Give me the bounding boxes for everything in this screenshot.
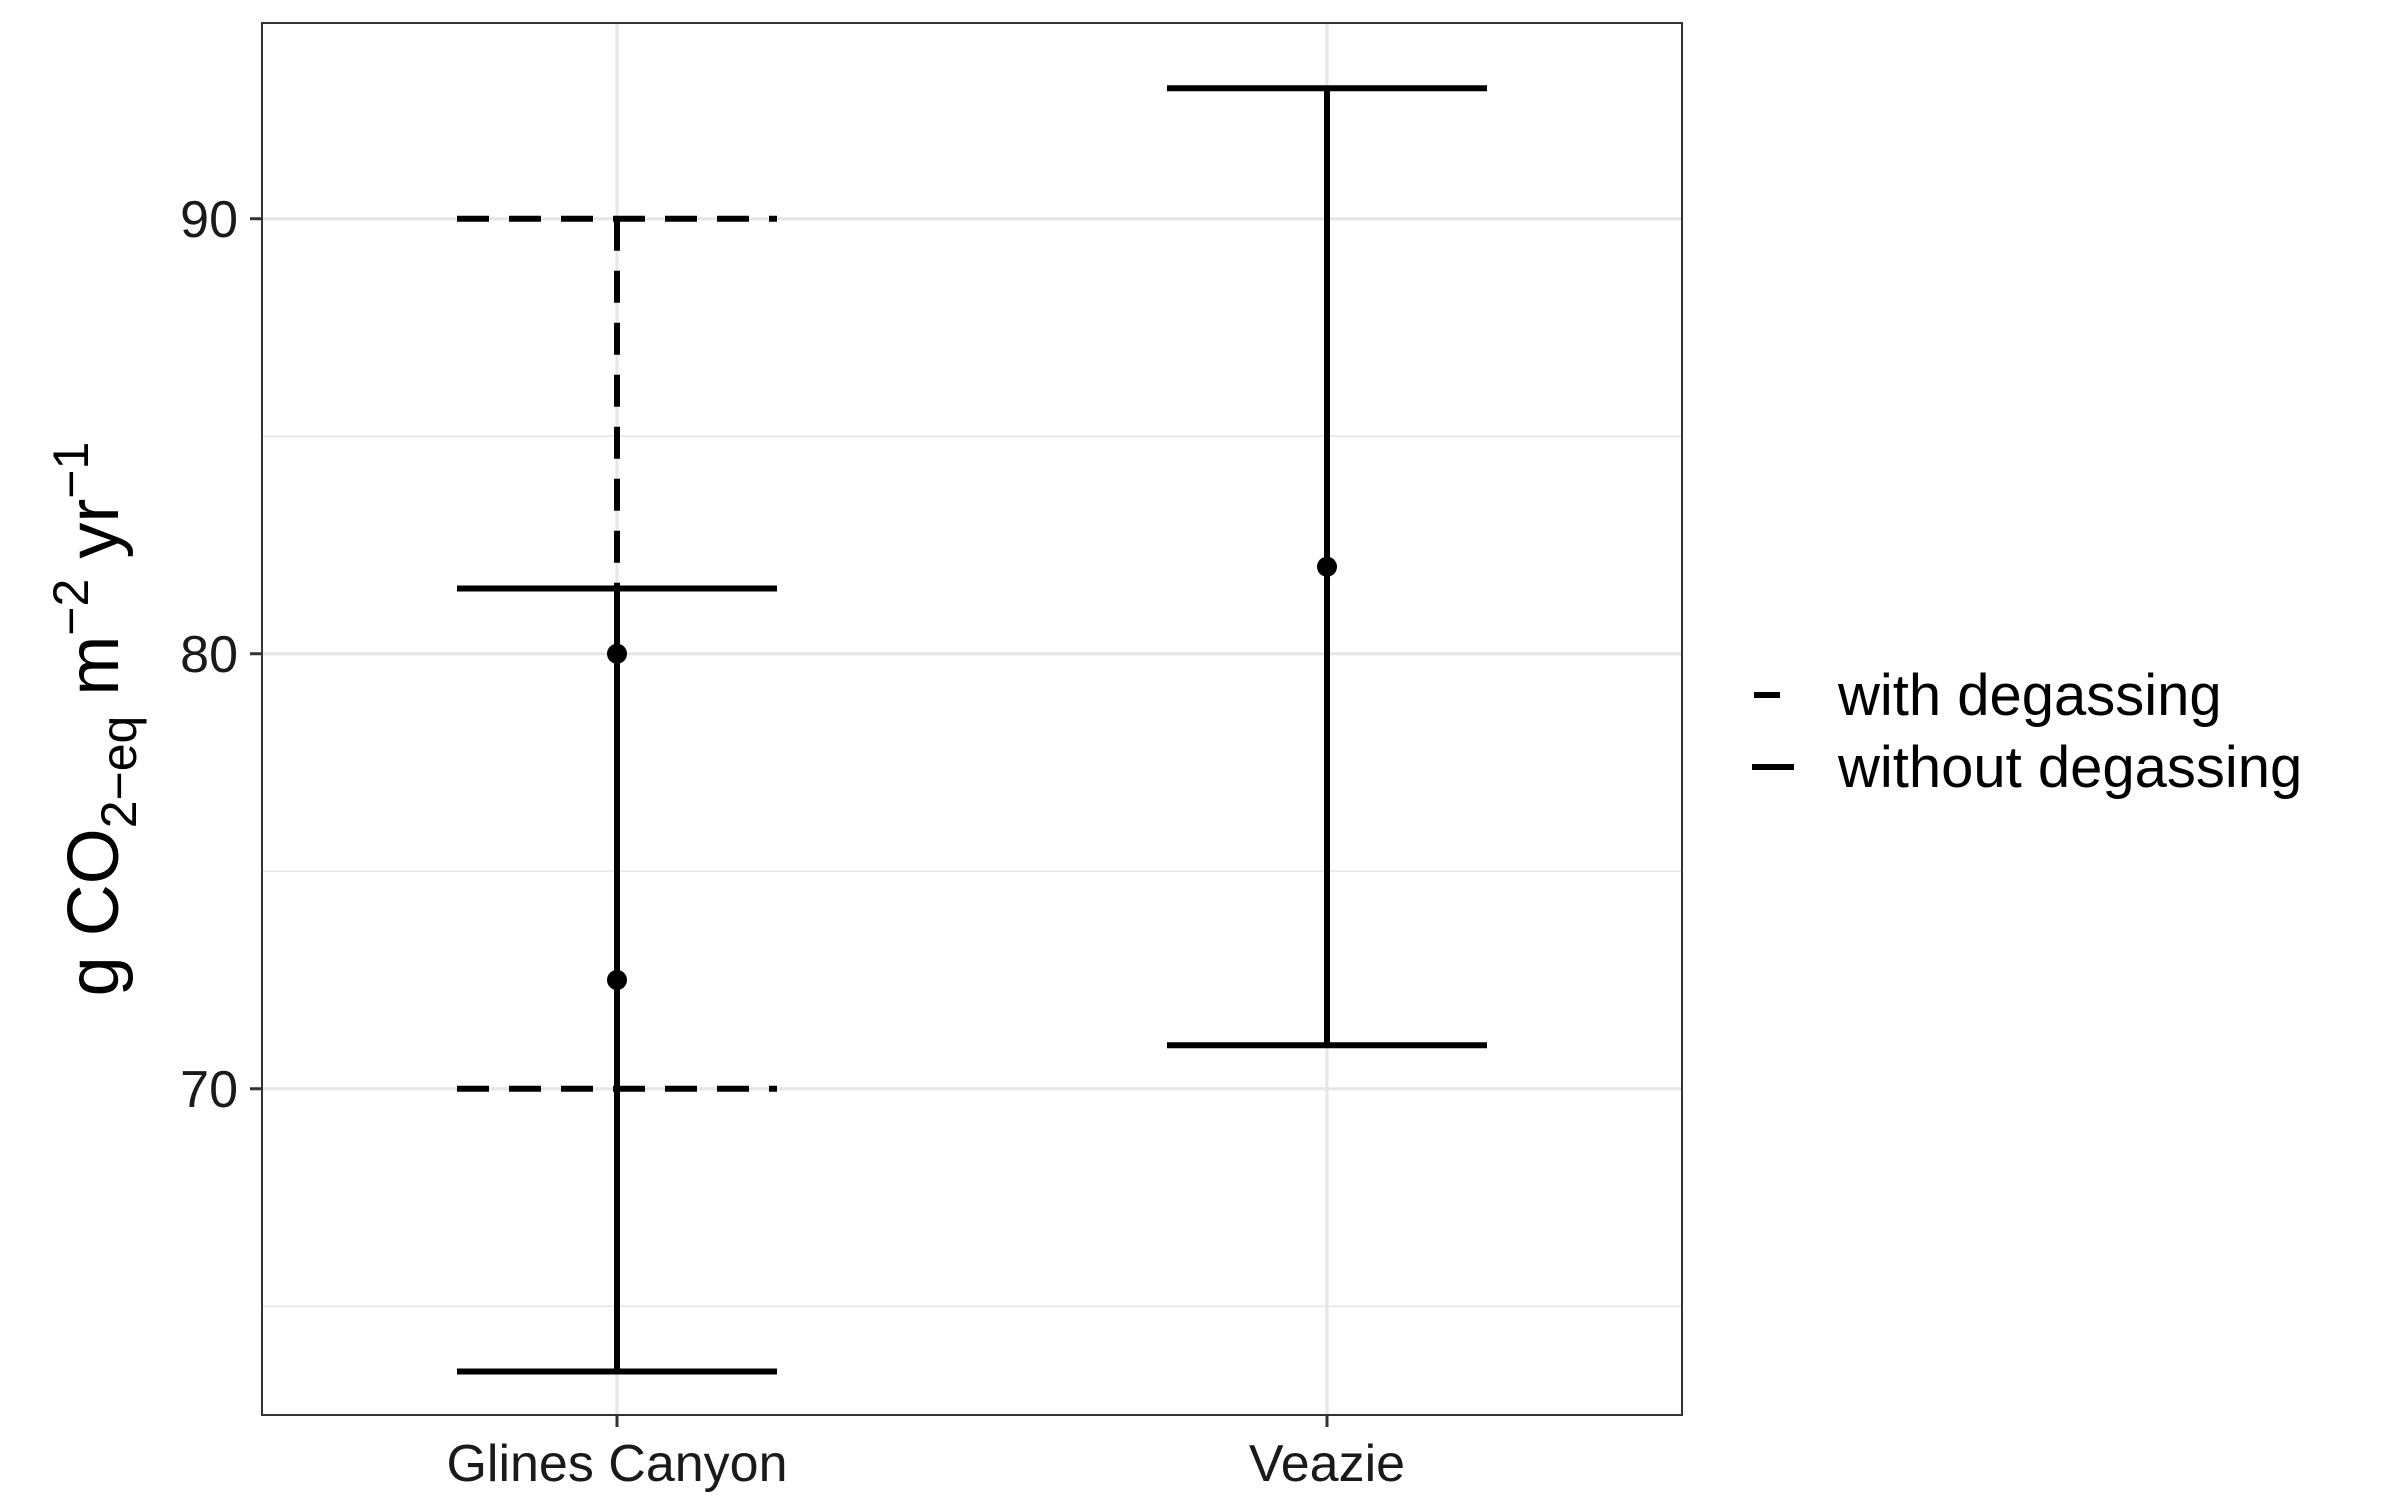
legend: with degassing without degassing <box>1752 663 2302 800</box>
data-point <box>607 970 627 990</box>
y-axis-title: g CO2−eq m−2 yr−1 <box>43 442 147 997</box>
data-point <box>1317 556 1337 577</box>
y-tick-label: 70 <box>180 1061 238 1119</box>
errorbar-without-degassing <box>1167 85 1487 1049</box>
legend-label: without degassing <box>1837 735 2302 800</box>
axes: 70 80 90 Glines Canyon Veazie <box>180 191 1405 1493</box>
errorbar-without-degassing <box>457 585 777 1375</box>
legend-item: without degassing <box>1752 735 2302 800</box>
y-tick-label: 90 <box>180 191 238 249</box>
legend-item: with degassing <box>1754 663 2222 728</box>
y-tick-label: 80 <box>180 626 238 684</box>
x-tick-label: Veazie <box>1249 1435 1405 1493</box>
error-bars <box>457 85 1487 1375</box>
plot-panel-border <box>261 22 1683 1416</box>
grid-lines <box>262 23 1682 1415</box>
legend-label: with degassing <box>1837 663 2222 728</box>
x-tick-label: Glines Canyon <box>446 1435 787 1493</box>
